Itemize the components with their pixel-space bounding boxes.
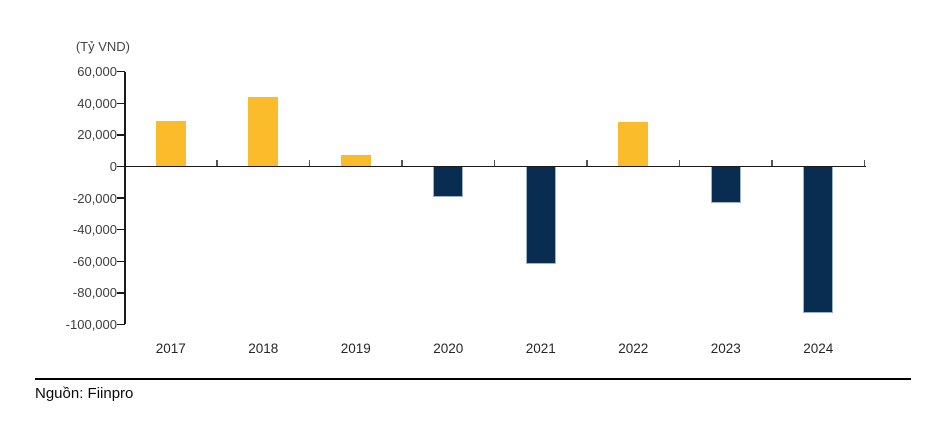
x-axis-tick: [216, 159, 218, 166]
x-axis-label-2017: 2017: [155, 341, 186, 356]
x-axis-baseline: [125, 165, 866, 168]
y-axis-tick: [117, 70, 125, 73]
x-axis-tick: [401, 159, 403, 166]
y-axis-tick-label: -100,000: [65, 317, 117, 332]
x-axis-tick: [678, 159, 681, 166]
x-axis-label-2021: 2021: [525, 341, 556, 356]
source-attribution: Nguồn: Fiinpro: [35, 385, 134, 402]
y-axis-tick: [117, 197, 125, 199]
x-axis-tick: [771, 159, 773, 166]
y-axis-tick-label: -60,000: [72, 253, 117, 269]
bar-2023: [710, 166, 741, 203]
y-axis-tick: [117, 260, 125, 263]
x-axis-tick: [863, 159, 866, 166]
bar-2017: [155, 120, 186, 167]
y-axis-tick-label: 40,000: [77, 95, 117, 111]
x-axis-tick: [586, 159, 588, 166]
y-axis-tick: [117, 292, 125, 294]
y-axis-tick: [117, 323, 125, 326]
x-axis-label-2018: 2018: [248, 341, 279, 356]
y-axis-line: [124, 71, 126, 325]
x-axis-tick: [493, 159, 496, 166]
y-axis-tick-label: -20,000: [72, 190, 117, 206]
x-axis-label-2020: 2020: [433, 341, 464, 356]
y-axis-tick: [117, 228, 125, 231]
y-axis-tick-label: -40,000: [72, 222, 117, 238]
y-axis-tick: [117, 165, 125, 168]
bar-2022: [618, 122, 649, 167]
y-axis-tick-label: 20,000: [77, 127, 117, 143]
bar-2020: [433, 166, 464, 197]
x-axis-label-2024: 2024: [803, 341, 834, 356]
y-axis-tick: [117, 134, 125, 136]
y-axis-tick: [117, 102, 125, 105]
x-axis-tick: [308, 159, 311, 166]
bar-2024: [803, 166, 834, 314]
y-axis-unit-label: (Tỷ VND): [75, 39, 130, 54]
footer-divider: [35, 378, 911, 380]
bar-2018: [248, 96, 279, 167]
y-axis-tick-label: 0: [109, 159, 117, 174]
bar-2019: [340, 155, 371, 167]
y-axis-tick-label: 60,000: [77, 64, 117, 80]
y-axis-tick-label: -80,000: [72, 285, 117, 301]
x-axis-label-2019: 2019: [340, 341, 371, 356]
bar-2021: [525, 166, 556, 265]
x-axis-label-2023: 2023: [710, 341, 741, 356]
x-axis-label-2022: 2022: [618, 341, 649, 356]
